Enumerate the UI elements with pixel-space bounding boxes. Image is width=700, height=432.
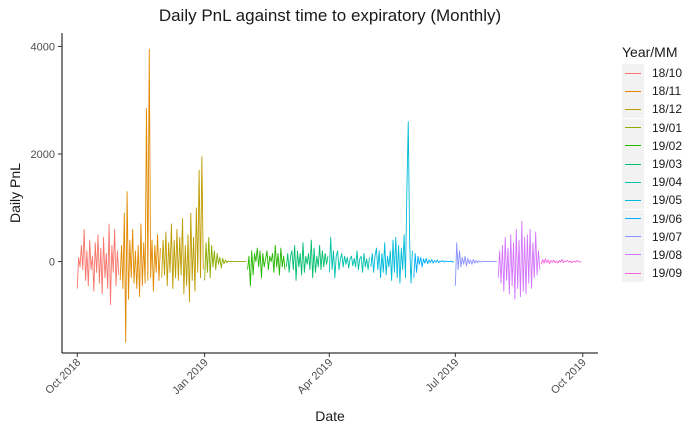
chart-title: Daily PnL against time to expiratory (Mo…: [158, 6, 502, 25]
legend-key: [622, 264, 644, 283]
legend-key: [622, 245, 644, 264]
legend-key: [622, 173, 644, 192]
series-line-19-06: [413, 253, 455, 278]
legend-label: 19/01: [652, 120, 683, 135]
legend-swatch: [625, 218, 641, 220]
series-line-19-03: [285, 239, 329, 281]
y-tick-label: 4000: [31, 41, 55, 53]
legend-label: 18/11: [652, 84, 682, 99]
legend-label: 19/08: [652, 247, 683, 262]
legend-label: 19/06: [652, 211, 683, 226]
legend-swatch: [625, 145, 641, 147]
legend-item: 19/01: [622, 118, 683, 137]
legend-item: 19/09: [622, 264, 683, 283]
legend-key: [622, 227, 644, 246]
legend-swatch: [625, 127, 641, 129]
series-line-18-11: [119, 48, 161, 343]
legend-swatch: [625, 108, 641, 110]
legend-swatch: [625, 163, 641, 165]
legend-swatch: [625, 272, 641, 274]
legend-item: 19/05: [622, 191, 683, 210]
legend-swatch: [625, 236, 641, 238]
legend-label: 19/09: [652, 266, 683, 281]
y-tick-label: 2000: [31, 149, 55, 161]
legend-key: [622, 82, 644, 101]
series-line-19-05: [370, 121, 413, 284]
legend-key: [622, 191, 644, 210]
x-tick-label: Apr 2019: [295, 357, 335, 397]
x-tick-label: Oct 2019: [549, 357, 589, 397]
series-line-19-07: [454, 242, 497, 286]
legend-label: 19/02: [652, 138, 683, 153]
legend-key: [622, 136, 644, 155]
legend-label: 18/10: [652, 66, 683, 81]
y-axis-title: Daily PnL: [7, 163, 23, 223]
legend-item: 19/08: [622, 245, 683, 264]
legend-key: [622, 64, 644, 83]
legend-item: 19/07: [622, 227, 683, 246]
legend: Year/MM 18/10 18/11 18/12 19/01 19/02 19/03 19…: [622, 44, 683, 283]
legend-key: [622, 118, 644, 137]
series-line-19-02: [247, 244, 286, 287]
legend-key: [622, 100, 644, 119]
legend-item: 19/04: [622, 173, 683, 192]
series-line-18-10: [76, 223, 120, 306]
series-line-19-04: [328, 236, 370, 279]
legend-label: 19/04: [652, 175, 683, 190]
legend-item: 19/06: [622, 209, 683, 228]
x-axis-title: Date: [315, 408, 345, 424]
legend-swatch: [625, 72, 641, 74]
series-line-19-01: [204, 236, 247, 281]
legend-swatch: [625, 254, 641, 256]
legend-title: Year/MM: [622, 44, 678, 60]
legend-swatch: [625, 181, 641, 183]
series-line-19-08: [497, 220, 541, 300]
legend-item: 19/02: [622, 136, 683, 155]
legend-label: 18/12: [652, 102, 683, 117]
legend-label: 19/07: [652, 229, 683, 244]
legend-swatch: [625, 90, 641, 92]
y-tick-label: 0: [49, 257, 55, 269]
legend-label: 19/05: [652, 193, 683, 208]
legend-item: 19/03: [622, 155, 683, 174]
legend-label: 19/03: [652, 157, 683, 172]
x-tick-label: Oct 2018: [43, 357, 83, 397]
legend-item: 18/12: [622, 100, 683, 119]
series-line-19-09: [540, 258, 582, 265]
x-tick-label: Jan 2019: [170, 357, 210, 397]
legend-key: [622, 209, 644, 228]
legend-item: 18/11: [622, 82, 682, 101]
legend-item: 18/10: [622, 64, 683, 83]
legend-key: [622, 155, 644, 174]
series-line-18-12: [161, 156, 204, 303]
legend-swatch: [625, 199, 641, 201]
x-tick-label: Jul 2019: [424, 357, 462, 395]
